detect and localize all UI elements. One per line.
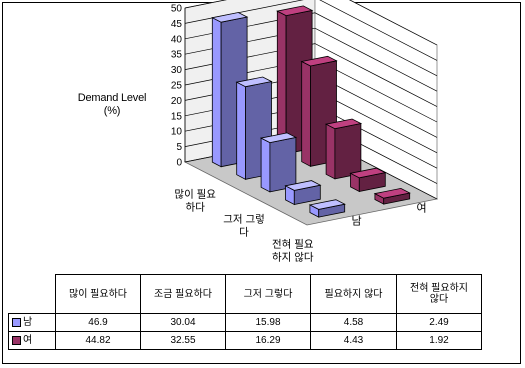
bar-face	[349, 167, 387, 179]
bar-female	[324, 118, 363, 180]
bar-face	[334, 123, 362, 180]
gridline	[184, 0, 438, 46]
y-tick-label: 10	[171, 127, 183, 138]
table-header: 조금 필요하다	[140, 274, 226, 314]
bar-face	[373, 187, 411, 199]
bar-face	[301, 60, 311, 167]
bar-face	[236, 81, 246, 180]
table-header: 그저 그렇다	[225, 274, 311, 314]
legend-label: 여	[23, 335, 33, 346]
y-tick-label: 45	[171, 19, 183, 30]
bar-female	[373, 187, 411, 205]
legend-swatch	[12, 335, 21, 345]
x-tick-label: 많이 필요	[174, 188, 216, 200]
y-axis-label: Demand Level (%)	[62, 92, 162, 118]
table-cell: 44.82	[55, 331, 141, 350]
x-tick-label: 하다	[186, 200, 206, 213]
bar-male	[308, 199, 346, 218]
bar-face	[300, 55, 338, 67]
table-cell: 32.55	[140, 331, 226, 350]
bar-face	[235, 76, 273, 88]
table-cell: 1.92	[396, 331, 482, 350]
table-cell: 2.49	[396, 313, 482, 332]
bar-face	[284, 180, 322, 191]
data-table: 많이 필요하다 조금 필요하다 그저 그렇다 필요하지 않다 전혀 필요하지 않…	[8, 274, 482, 350]
table-cell: 15.98	[225, 313, 311, 332]
legend-key-female: 여	[8, 331, 56, 350]
y-tick-label: 20	[171, 96, 183, 107]
bar-male	[284, 180, 322, 206]
table-row: 여 44.82 32.55 16.29 4.43 1.92	[8, 331, 482, 350]
series-axis-label: 여	[417, 202, 427, 215]
table-row: 남 46.9 30.04 15.98 4.58 2.49	[8, 313, 482, 332]
table-header: 전혀 필요하지 않다	[396, 274, 482, 314]
table-header: 많이 필요하다	[55, 274, 141, 314]
legend-swatch	[12, 317, 21, 327]
x-tick-label: 전혀 필요	[272, 239, 314, 251]
x-tick-label: 다	[239, 227, 249, 239]
legend-label: 남	[23, 317, 33, 328]
bar-face	[276, 10, 287, 155]
series-axis-label: 남	[352, 215, 362, 228]
y-tick-label: 25	[171, 81, 183, 92]
table-corner	[8, 274, 56, 314]
table-cell: 4.58	[310, 313, 397, 332]
table-header-line: 전혀 필요하지 않다	[410, 283, 468, 305]
legend-key-male: 남	[8, 313, 56, 332]
table-cell: 4.43	[310, 331, 397, 350]
y-tick-label: 50	[171, 4, 183, 15]
bar-male	[259, 132, 298, 193]
bar-face	[211, 17, 222, 168]
x-tick-label: 하지 않다	[272, 251, 314, 264]
y-axis-label-line-1: Demand Level	[77, 92, 147, 104]
table-cell: 46.9	[55, 313, 141, 332]
bar-face	[269, 136, 297, 193]
table-header: 필요하지 않다	[310, 274, 397, 314]
y-tick-label: 15	[171, 111, 183, 122]
bar-face	[276, 5, 314, 17]
bar-face	[211, 12, 249, 23]
table-cell: 30.04	[140, 313, 226, 332]
bar-face	[324, 118, 363, 130]
bar-face	[260, 137, 271, 193]
y-tick-label: 35	[171, 50, 183, 61]
bar-face	[308, 199, 346, 210]
table-cell: 16.29	[225, 331, 311, 350]
x-tick-label: 그저 그렇	[223, 213, 265, 226]
y-tick-label: 40	[171, 34, 183, 45]
y-tick-label: 30	[171, 65, 183, 76]
y-tick-label: 5	[176, 142, 182, 153]
bar-face	[325, 123, 336, 180]
table-header-row: 많이 필요하다 조금 필요하다 그저 그렇다 필요하지 않다 전혀 필요하지 않…	[8, 274, 482, 314]
bar-face	[259, 132, 298, 144]
bar-female	[349, 167, 387, 193]
y-axis-label-line-2: (%)	[103, 105, 121, 117]
y-tick-label: 0	[176, 158, 182, 169]
